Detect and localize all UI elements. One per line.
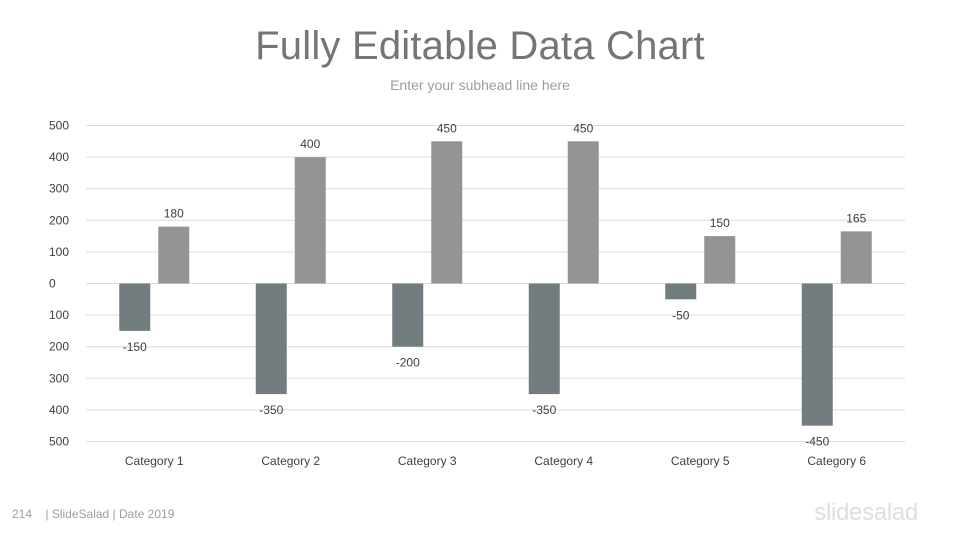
y-tick-label: 500: [49, 435, 69, 449]
bar: [528, 283, 560, 395]
data-label: 180: [164, 207, 184, 221]
data-label: 150: [710, 216, 730, 230]
y-tick-label: 200: [49, 340, 69, 354]
data-label: -350: [532, 403, 556, 417]
data-label: -450: [805, 435, 829, 449]
bar: [840, 231, 872, 284]
x-tick-label: Category 3: [398, 454, 457, 468]
page-subtitle: Enter your subhead line here: [390, 77, 570, 93]
y-tick-label: 300: [49, 182, 69, 196]
data-label: -150: [123, 340, 147, 354]
bar: [704, 236, 736, 284]
data-label: 450: [437, 121, 457, 135]
page-number: 214: [12, 507, 33, 521]
y-tick-label: 400: [49, 403, 69, 417]
x-tick-label: Category 1: [125, 454, 184, 468]
page-title: Fully Editable Data Chart: [255, 24, 705, 68]
data-label: 165: [846, 211, 866, 225]
bar: [567, 141, 599, 284]
data-label: -350: [259, 403, 283, 417]
y-tick-label: 100: [49, 245, 69, 259]
bar: [119, 283, 151, 331]
x-tick-label: Category 2: [261, 454, 320, 468]
bar: [255, 283, 287, 395]
brand-logo: slidesalad: [814, 499, 918, 526]
data-label: 400: [300, 137, 320, 151]
y-tick-label: 300: [49, 371, 69, 385]
x-tick-label: Category 5: [671, 454, 730, 468]
y-tick-label: 200: [49, 213, 69, 227]
data-label: 450: [573, 121, 593, 135]
y-tick-label: 100: [49, 308, 69, 322]
bar: [431, 141, 463, 284]
footer: 214 | SlideSalad | Date 2019: [12, 507, 174, 521]
bar: [392, 283, 424, 347]
bar: [158, 226, 190, 284]
y-tick-label: 0: [49, 277, 56, 291]
y-tick-label: 400: [49, 150, 69, 164]
y-tick-label: 500: [49, 119, 69, 133]
x-tick-label: Category 4: [534, 454, 593, 468]
bar: [801, 283, 833, 426]
bar: [665, 283, 697, 300]
x-tick-label: Category 6: [807, 454, 866, 468]
footer-text: | SlideSalad | Date 2019: [45, 507, 175, 521]
data-label: -50: [672, 308, 690, 322]
data-label: -200: [396, 356, 420, 370]
bar: [294, 157, 326, 284]
